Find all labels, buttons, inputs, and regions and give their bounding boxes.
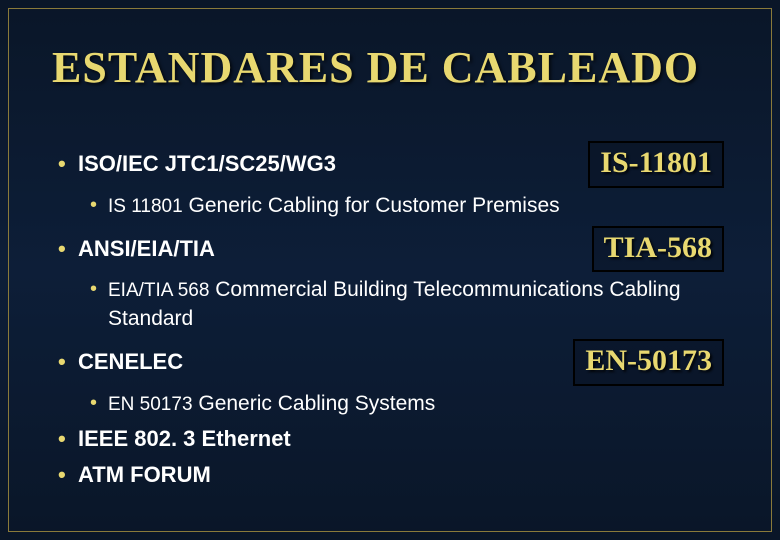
section-row: ISO/IEC JTC1/SC25/WG3 IS-11801 <box>52 141 728 188</box>
section-row: CENELEC EN-50173 <box>52 339 728 386</box>
slide-content: ISO/IEC JTC1/SC25/WG3 IS-11801 IS 11801 … <box>52 141 728 489</box>
slide-title: ESTANDARES DE CABLEADO <box>52 42 728 93</box>
badge-tia568: TIA-568 <box>592 226 724 273</box>
section-row: ANSI/EIA/TIA TIA-568 <box>52 226 728 273</box>
badge-en50173: EN-50173 <box>573 339 724 386</box>
section-heading: ATM FORUM <box>52 460 728 490</box>
sub-desc: Generic Cabling Systems <box>198 392 435 415</box>
sub-code: EN 50173 <box>108 394 193 415</box>
section-ansi: ANSI/EIA/TIA TIA-568 EIA/TIA 568 Commerc… <box>52 226 728 333</box>
section-heading: ANSI/EIA/TIA <box>52 234 215 264</box>
section-sub: EN 50173 Generic Cabling Systems <box>52 390 728 418</box>
section-heading: CENELEC <box>52 347 183 377</box>
slide-container: ESTANDARES DE CABLEADO ISO/IEC JTC1/SC25… <box>0 0 780 540</box>
section-atm: ATM FORUM <box>52 460 728 490</box>
section-sub: IS 11801 Generic Cabling for Customer Pr… <box>52 192 728 220</box>
sub-desc: Generic Cabling for Customer Premises <box>189 194 560 217</box>
badge-is11801: IS-11801 <box>588 141 724 188</box>
section-sub: EIA/TIA 568 Commercial Building Telecomm… <box>52 276 728 333</box>
section-heading: ISO/IEC JTC1/SC25/WG3 <box>52 149 336 179</box>
section-heading: IEEE 802. 3 Ethernet <box>52 424 728 454</box>
section-cenelec: CENELEC EN-50173 EN 50173 Generic Cablin… <box>52 339 728 418</box>
sub-code: IS 11801 <box>108 196 183 217</box>
section-iso: ISO/IEC JTC1/SC25/WG3 IS-11801 IS 11801 … <box>52 141 728 220</box>
sub-code: EIA/TIA 568 <box>108 280 209 301</box>
section-ieee: IEEE 802. 3 Ethernet <box>52 424 728 454</box>
